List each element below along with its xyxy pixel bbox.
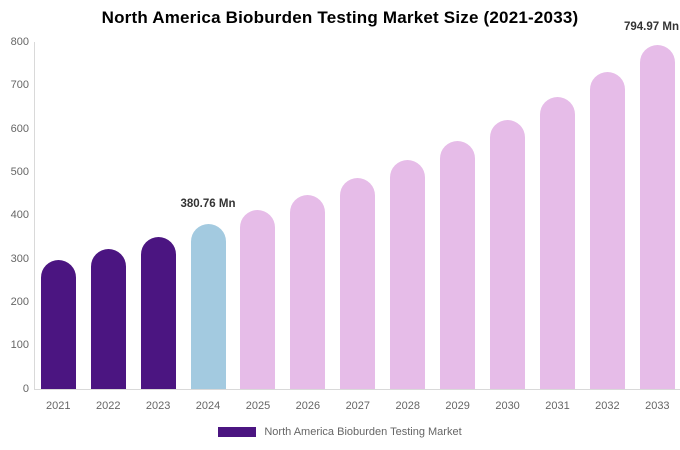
bar-2028[interactable] xyxy=(390,160,426,389)
x-label-2026: 2026 xyxy=(295,400,321,412)
bar-2031[interactable] xyxy=(540,96,575,389)
y-tick-200: 200 xyxy=(10,295,29,308)
chart-title: North America Bioburden Testing Market S… xyxy=(101,8,579,27)
x-label-2021: 2021 xyxy=(46,400,71,412)
data-label-2033: 794.97 Mn xyxy=(624,21,679,33)
x-label-2025: 2025 xyxy=(245,400,271,412)
x-label-2028: 2028 xyxy=(395,400,420,412)
bar-2024[interactable] xyxy=(190,224,226,389)
legend-swatch-icon xyxy=(218,427,257,437)
x-label-2029: 2029 xyxy=(445,400,470,412)
x-axis-line xyxy=(34,389,680,390)
y-tick-0: 0 xyxy=(22,382,29,395)
y-tick-100: 100 xyxy=(10,339,29,352)
x-label-2024: 2024 xyxy=(195,400,221,412)
legend-item[interactable]: North America Bioburden Testing Market xyxy=(0,426,680,438)
bar-2025[interactable] xyxy=(240,210,276,389)
y-tick-600: 600 xyxy=(10,122,29,135)
bar-2021[interactable] xyxy=(40,259,76,389)
y-tick-300: 300 xyxy=(10,252,29,265)
x-label-2033: 2033 xyxy=(645,400,670,412)
bar-2022[interactable] xyxy=(90,248,126,389)
x-label-2031: 2031 xyxy=(545,400,570,412)
data-label-2024: 380.76 Mn xyxy=(180,198,236,210)
x-label-2027: 2027 xyxy=(345,400,371,412)
bar-2029[interactable] xyxy=(440,140,476,389)
bar-2027[interactable] xyxy=(340,178,376,389)
y-tick-400: 400 xyxy=(10,209,29,222)
bar-2023[interactable] xyxy=(140,237,176,389)
x-label-2032: 2032 xyxy=(595,400,620,412)
x-label-2023: 2023 xyxy=(145,400,171,412)
bar-2030[interactable] xyxy=(490,119,526,389)
x-label-2030: 2030 xyxy=(495,400,520,412)
y-tick-800: 800 xyxy=(10,36,29,48)
y-axis-line xyxy=(34,42,35,389)
bar-2033[interactable] xyxy=(639,44,675,389)
legend-label: North America Bioburden Testing Market xyxy=(264,426,462,438)
x-label-2022: 2022 xyxy=(95,400,121,412)
y-tick-500: 500 xyxy=(10,165,29,178)
bar-2032[interactable] xyxy=(589,71,625,389)
y-tick-700: 700 xyxy=(10,79,29,92)
bar-2026[interactable] xyxy=(290,194,326,389)
